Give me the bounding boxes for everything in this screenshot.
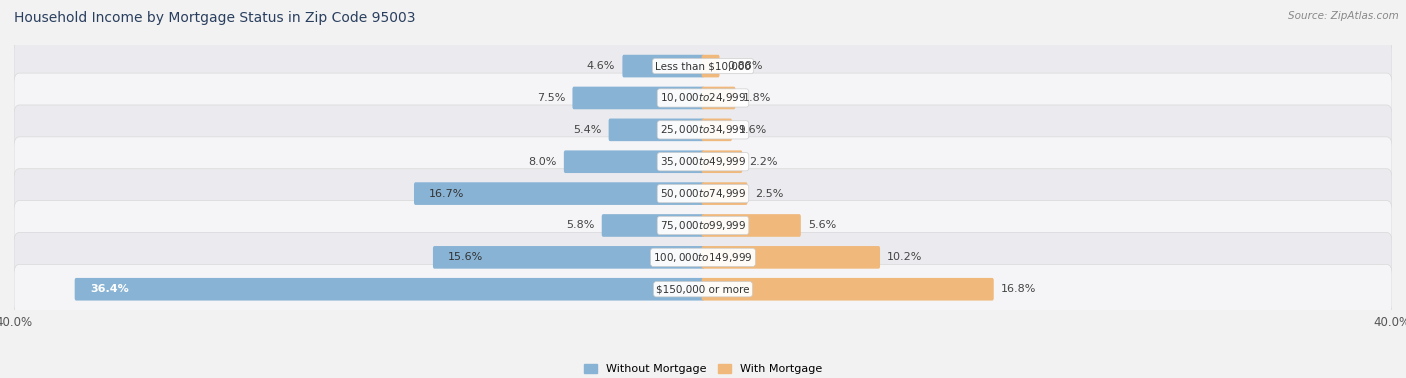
FancyBboxPatch shape xyxy=(702,246,880,269)
Text: 5.8%: 5.8% xyxy=(567,220,595,231)
FancyBboxPatch shape xyxy=(75,278,704,301)
Text: $75,000 to $99,999: $75,000 to $99,999 xyxy=(659,219,747,232)
FancyBboxPatch shape xyxy=(433,246,704,269)
Text: $50,000 to $74,999: $50,000 to $74,999 xyxy=(659,187,747,200)
Text: 5.4%: 5.4% xyxy=(574,125,602,135)
Text: $25,000 to $34,999: $25,000 to $34,999 xyxy=(659,123,747,136)
Legend: Without Mortgage, With Mortgage: Without Mortgage, With Mortgage xyxy=(579,359,827,378)
Text: 1.6%: 1.6% xyxy=(740,125,768,135)
Text: Household Income by Mortgage Status in Zip Code 95003: Household Income by Mortgage Status in Z… xyxy=(14,11,416,25)
FancyBboxPatch shape xyxy=(702,150,742,173)
Text: Less than $10,000: Less than $10,000 xyxy=(655,61,751,71)
Text: 36.4%: 36.4% xyxy=(90,284,128,294)
FancyBboxPatch shape xyxy=(602,214,704,237)
FancyBboxPatch shape xyxy=(623,55,704,77)
FancyBboxPatch shape xyxy=(702,182,748,205)
FancyBboxPatch shape xyxy=(14,201,1392,250)
Text: 1.8%: 1.8% xyxy=(742,93,770,103)
Text: $100,000 to $149,999: $100,000 to $149,999 xyxy=(654,251,752,264)
FancyBboxPatch shape xyxy=(14,232,1392,282)
Text: 4.6%: 4.6% xyxy=(586,61,616,71)
Text: 10.2%: 10.2% xyxy=(887,253,922,262)
Text: $10,000 to $24,999: $10,000 to $24,999 xyxy=(659,91,747,104)
FancyBboxPatch shape xyxy=(14,105,1392,155)
Text: 16.8%: 16.8% xyxy=(1001,284,1036,294)
FancyBboxPatch shape xyxy=(14,264,1392,314)
FancyBboxPatch shape xyxy=(413,182,704,205)
FancyBboxPatch shape xyxy=(702,119,733,141)
Text: 0.88%: 0.88% xyxy=(727,61,762,71)
Text: $150,000 or more: $150,000 or more xyxy=(657,284,749,294)
Text: 2.2%: 2.2% xyxy=(749,157,778,167)
Text: 8.0%: 8.0% xyxy=(529,157,557,167)
Text: 5.6%: 5.6% xyxy=(808,220,837,231)
FancyBboxPatch shape xyxy=(702,214,801,237)
FancyBboxPatch shape xyxy=(702,278,994,301)
Text: 15.6%: 15.6% xyxy=(449,253,484,262)
FancyBboxPatch shape xyxy=(609,119,704,141)
FancyBboxPatch shape xyxy=(702,55,720,77)
FancyBboxPatch shape xyxy=(14,169,1392,218)
FancyBboxPatch shape xyxy=(14,137,1392,187)
FancyBboxPatch shape xyxy=(564,150,704,173)
FancyBboxPatch shape xyxy=(14,41,1392,91)
Text: Source: ZipAtlas.com: Source: ZipAtlas.com xyxy=(1288,11,1399,21)
FancyBboxPatch shape xyxy=(702,87,735,109)
FancyBboxPatch shape xyxy=(14,73,1392,123)
Text: $35,000 to $49,999: $35,000 to $49,999 xyxy=(659,155,747,168)
Text: 7.5%: 7.5% xyxy=(537,93,565,103)
Text: 16.7%: 16.7% xyxy=(429,189,464,198)
FancyBboxPatch shape xyxy=(572,87,704,109)
Text: 2.5%: 2.5% xyxy=(755,189,783,198)
